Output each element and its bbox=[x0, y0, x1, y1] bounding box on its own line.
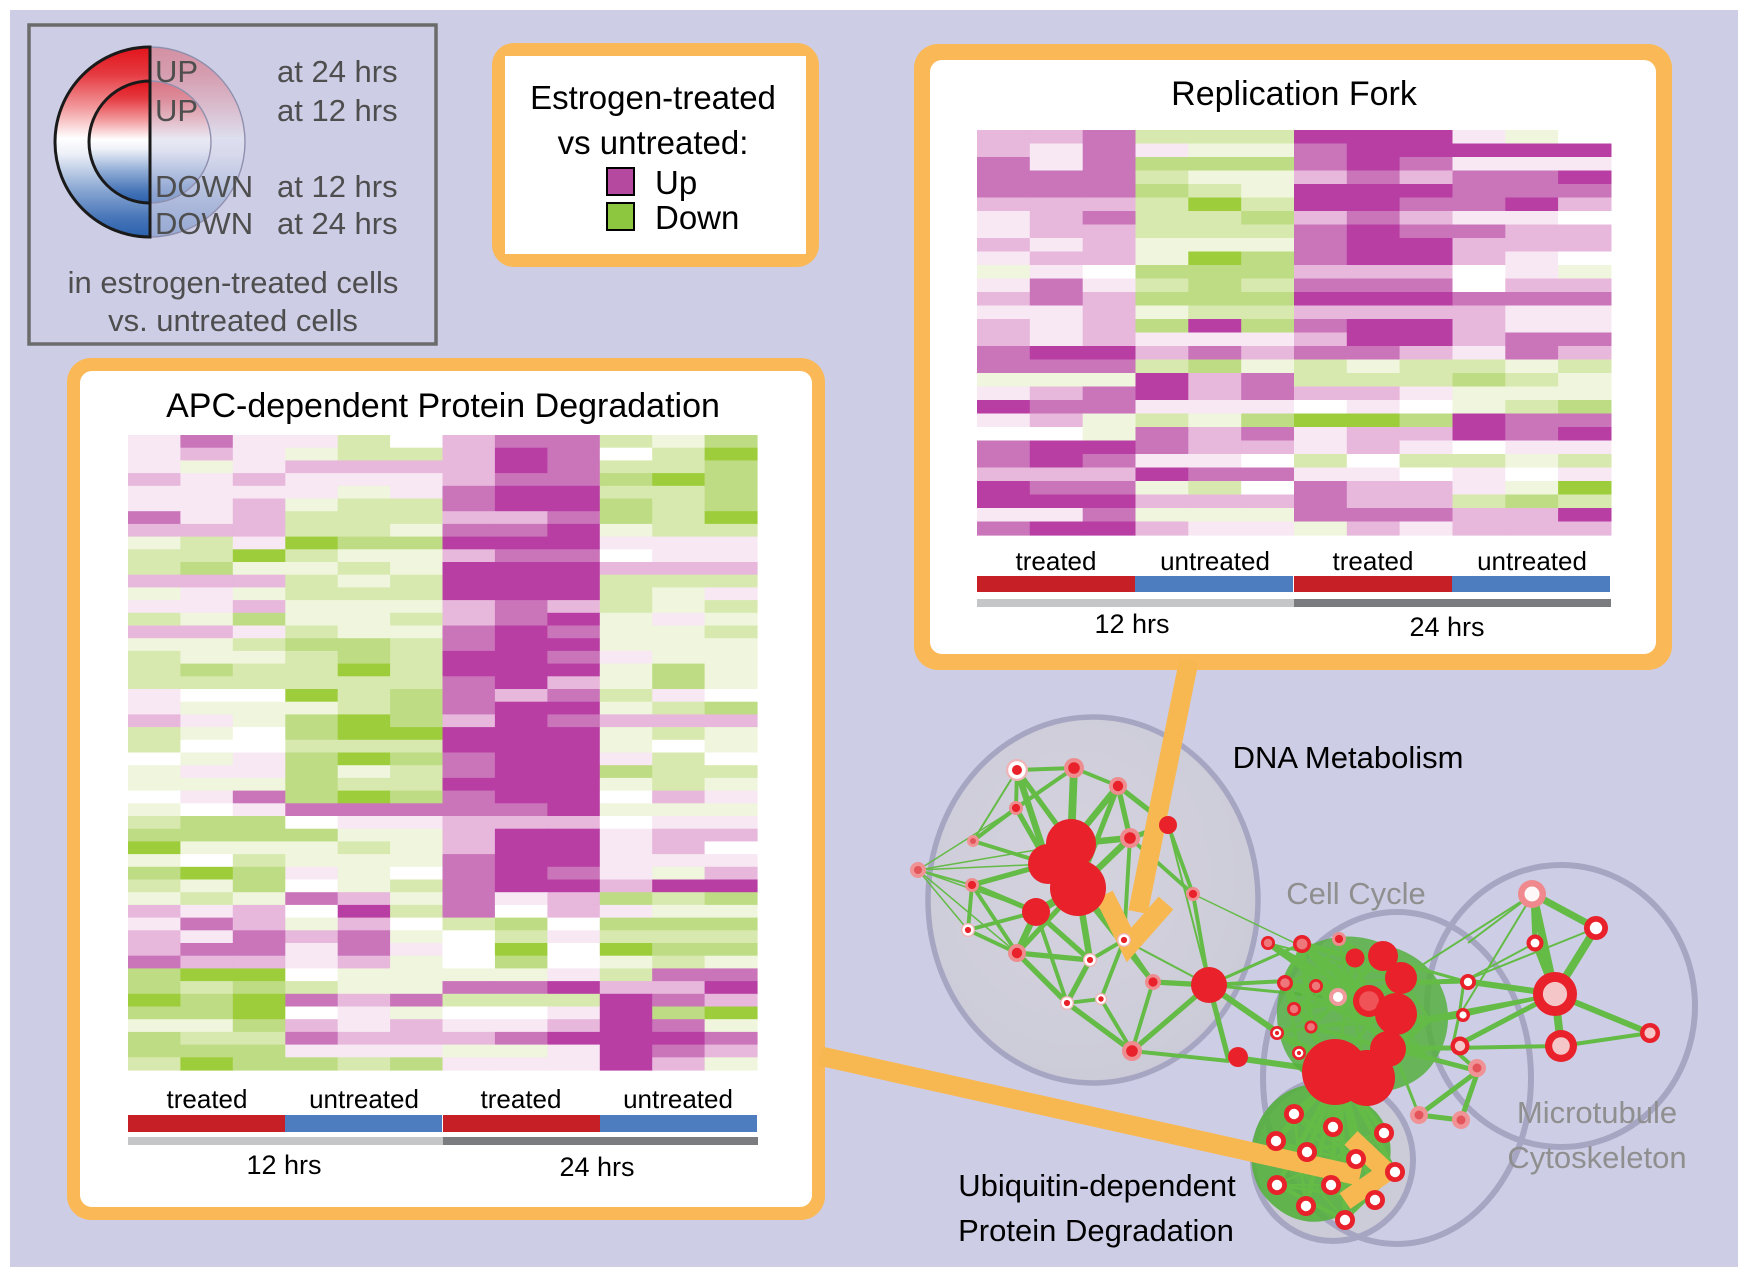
svg-text:12 hrs: 12 hrs bbox=[246, 1150, 321, 1180]
svg-text:at 24 hrs: at 24 hrs bbox=[277, 54, 398, 89]
svg-text:UP: UP bbox=[155, 93, 198, 128]
svg-text:Up: Up bbox=[655, 164, 697, 201]
svg-text:Cytoskeleton: Cytoskeleton bbox=[1507, 1140, 1686, 1175]
svg-text:APC-dependent Protein Degradat: APC-dependent Protein Degradation bbox=[166, 387, 720, 425]
svg-text:vs. untreated cells: vs. untreated cells bbox=[108, 303, 358, 338]
svg-text:12 hrs: 12 hrs bbox=[1094, 609, 1169, 639]
svg-text:in estrogen-treated cells: in estrogen-treated cells bbox=[68, 265, 399, 300]
svg-text:Microtubule: Microtubule bbox=[1517, 1095, 1677, 1130]
svg-text:treated: treated bbox=[1016, 546, 1097, 576]
svg-text:DOWN: DOWN bbox=[155, 169, 253, 204]
svg-text:Down: Down bbox=[655, 199, 739, 236]
svg-text:Ubiquitin-dependent: Ubiquitin-dependent bbox=[958, 1168, 1236, 1203]
svg-text:Protein Degradation: Protein Degradation bbox=[958, 1213, 1234, 1248]
svg-text:Estrogen-treated: Estrogen-treated bbox=[530, 79, 776, 116]
svg-text:24 hrs: 24 hrs bbox=[1409, 612, 1484, 642]
svg-text:untreated: untreated bbox=[309, 1084, 419, 1114]
svg-text:DNA Metabolism: DNA Metabolism bbox=[1233, 740, 1464, 775]
svg-text:at 12 hrs: at 12 hrs bbox=[277, 169, 398, 204]
svg-text:24 hrs: 24 hrs bbox=[559, 1152, 634, 1182]
svg-text:untreated: untreated bbox=[1477, 546, 1587, 576]
svg-text:treated: treated bbox=[481, 1084, 562, 1114]
svg-text:untreated: untreated bbox=[1160, 546, 1270, 576]
svg-text:treated: treated bbox=[1333, 546, 1414, 576]
svg-text:untreated: untreated bbox=[623, 1084, 733, 1114]
svg-text:at 24 hrs: at 24 hrs bbox=[277, 206, 398, 241]
svg-text:Replication Fork: Replication Fork bbox=[1171, 75, 1418, 113]
svg-text:treated: treated bbox=[167, 1084, 248, 1114]
svg-text:vs untreated:: vs untreated: bbox=[558, 124, 749, 161]
svg-text:at 12 hrs: at 12 hrs bbox=[277, 93, 398, 128]
svg-text:UP: UP bbox=[155, 54, 198, 89]
svg-text:Cell Cycle: Cell Cycle bbox=[1286, 876, 1426, 911]
svg-text:DOWN: DOWN bbox=[155, 206, 253, 241]
